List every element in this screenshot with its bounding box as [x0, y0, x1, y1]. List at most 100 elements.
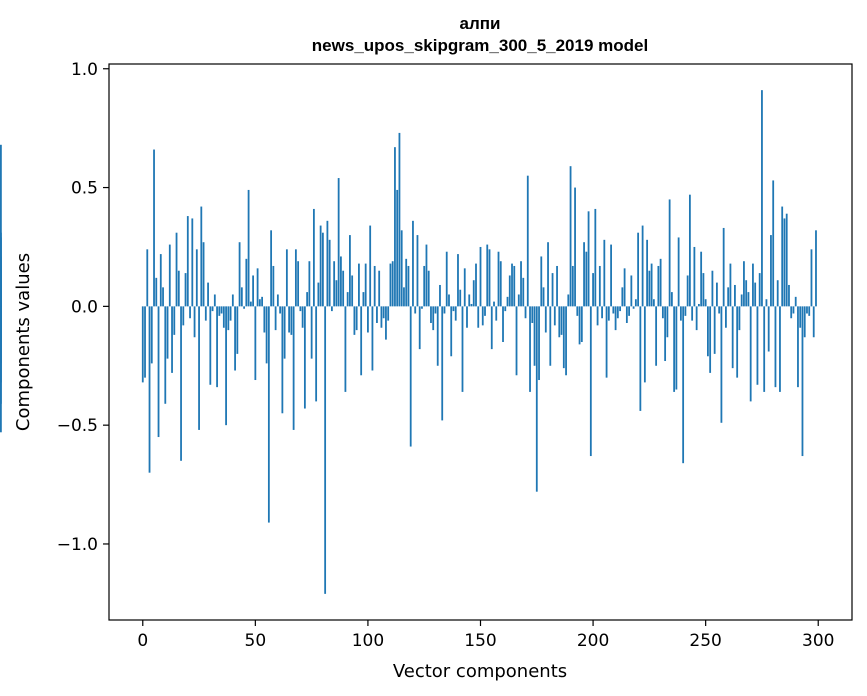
- bar-47: [247, 189, 250, 307]
- bar-139: [454, 306, 457, 321]
- y-tick-label-3: 0.5: [71, 179, 98, 199]
- bar-80: [321, 232, 324, 307]
- bar-35: [220, 306, 223, 314]
- y-tick-label-0: −1.0: [57, 535, 98, 555]
- bar-120: [412, 220, 414, 307]
- bar-23: [193, 306, 196, 338]
- bar-287: [788, 284, 790, 307]
- bar-58: [272, 265, 275, 307]
- bar-211: [616, 306, 619, 319]
- bar-9: [162, 287, 164, 307]
- bar-71: [301, 306, 304, 328]
- bar-231: [661, 306, 664, 319]
- plot-frame: [108, 63, 853, 621]
- bar-0: [141, 306, 144, 383]
- bar-31: [211, 306, 214, 312]
- bar-146: [470, 303, 473, 307]
- bar-74: [308, 261, 311, 307]
- x-tick-label-250: 250: [689, 631, 721, 651]
- bar-230: [659, 258, 662, 307]
- bar-67: [292, 306, 295, 430]
- bar-154: [488, 249, 491, 307]
- bar-176: [538, 306, 540, 381]
- x-tick-label-200: 200: [577, 631, 609, 651]
- bar-45: [243, 306, 245, 309]
- bar-235: [670, 292, 673, 307]
- bar-237: [675, 306, 678, 390]
- bar-286: [785, 213, 788, 307]
- bar-62: [281, 306, 284, 414]
- bar-220: [637, 232, 640, 307]
- bar-53: [261, 296, 263, 307]
- bar-212: [619, 306, 621, 312]
- bar-72: [303, 306, 306, 409]
- bar-123: [418, 306, 421, 350]
- bar-242: [686, 275, 689, 307]
- bar-64: [285, 249, 288, 307]
- bar-268: [745, 280, 748, 307]
- bar-197: [585, 251, 588, 307]
- bar-214: [623, 268, 626, 307]
- bar-5: [153, 149, 155, 307]
- bar-61: [279, 306, 282, 314]
- bar-107: [382, 306, 385, 319]
- bar-196: [583, 242, 585, 307]
- bar-10: [164, 306, 167, 404]
- bar-15: [175, 232, 178, 307]
- bar-180: [547, 242, 549, 307]
- bar-294: [803, 306, 806, 338]
- bar-236: [673, 306, 676, 392]
- bar-103: [373, 265, 376, 307]
- bar-46: [245, 258, 248, 307]
- bar-91: [346, 292, 349, 307]
- bar-19: [184, 273, 187, 307]
- bar-148: [475, 263, 477, 307]
- bar-191: [571, 265, 574, 307]
- bar-255: [716, 282, 718, 307]
- bar-6: [155, 277, 158, 307]
- bar-178: [542, 287, 545, 307]
- bar-73: [306, 292, 309, 307]
- bar-215: [625, 306, 628, 323]
- bar-293: [801, 306, 804, 457]
- bar-173: [531, 306, 534, 323]
- bar-244: [691, 306, 694, 321]
- bar-186: [560, 306, 563, 335]
- bar-274: [758, 273, 761, 307]
- bar-222: [641, 225, 644, 307]
- bar-273: [756, 306, 759, 385]
- bar-83: [328, 239, 331, 307]
- bar-239: [679, 306, 682, 321]
- bar-179: [544, 306, 547, 333]
- bar-206: [605, 306, 608, 378]
- bar-59: [274, 306, 277, 331]
- bars-group: [0, 90, 817, 594]
- bar-200: [592, 273, 594, 307]
- bar-4: [150, 306, 153, 364]
- bar-118: [407, 265, 410, 307]
- bar-8: [159, 254, 162, 307]
- bar-188: [565, 306, 567, 376]
- bar-129: [432, 306, 435, 331]
- bar-54: [263, 306, 266, 333]
- bar-159: [499, 261, 502, 307]
- bar-36: [222, 306, 225, 328]
- bar-275: [761, 90, 763, 307]
- bar-128: [430, 306, 432, 323]
- bar-219: [634, 299, 637, 307]
- bar-37: [225, 306, 227, 426]
- bar-111: [391, 261, 394, 307]
- bar-82: [326, 220, 329, 307]
- bar-262: [731, 306, 734, 369]
- bar-161: [504, 306, 507, 312]
- bar-208: [610, 244, 612, 307]
- bar-32: [213, 294, 216, 307]
- bar-48: [249, 301, 252, 307]
- bar-284: [781, 206, 784, 307]
- bar-160: [502, 306, 504, 342]
- bar-280: [772, 180, 775, 307]
- bar-24: [195, 249, 198, 307]
- bar-184: [556, 265, 558, 307]
- bar-181: [549, 306, 552, 366]
- bar-69: [297, 261, 300, 307]
